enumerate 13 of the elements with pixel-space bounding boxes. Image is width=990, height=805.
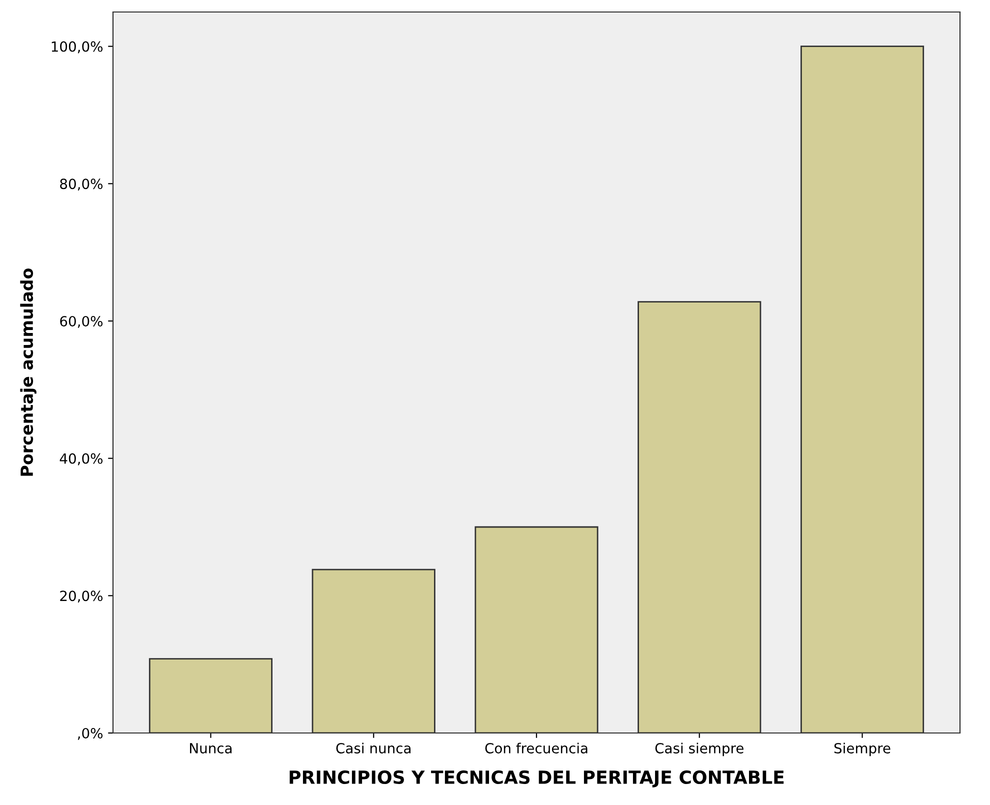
y-tick-label: ,0% [78,728,103,740]
y-tick-label: 40,0% [60,453,103,466]
y-tick-label: 60,0% [60,316,103,328]
y-tick-label: 80,0% [60,178,103,191]
y-axis-title: Porcentaje acumulado [20,268,36,476]
x-tick-label: Casi nunca [336,742,410,754]
x-axis-title: PRINCIPIOS Y TECNICAS DEL PERITAJE CONTABLE [290,770,784,788]
y-tick-label: 20,0% [60,590,103,603]
x-tick-label: Con frecuencia [485,742,588,754]
y-tick-label: 100,0% [52,41,103,54]
x-tick-label: Nunca [190,743,232,754]
x-tick-label: Casi siempre [655,742,744,756]
x-tick-label: Siempre [834,742,890,756]
